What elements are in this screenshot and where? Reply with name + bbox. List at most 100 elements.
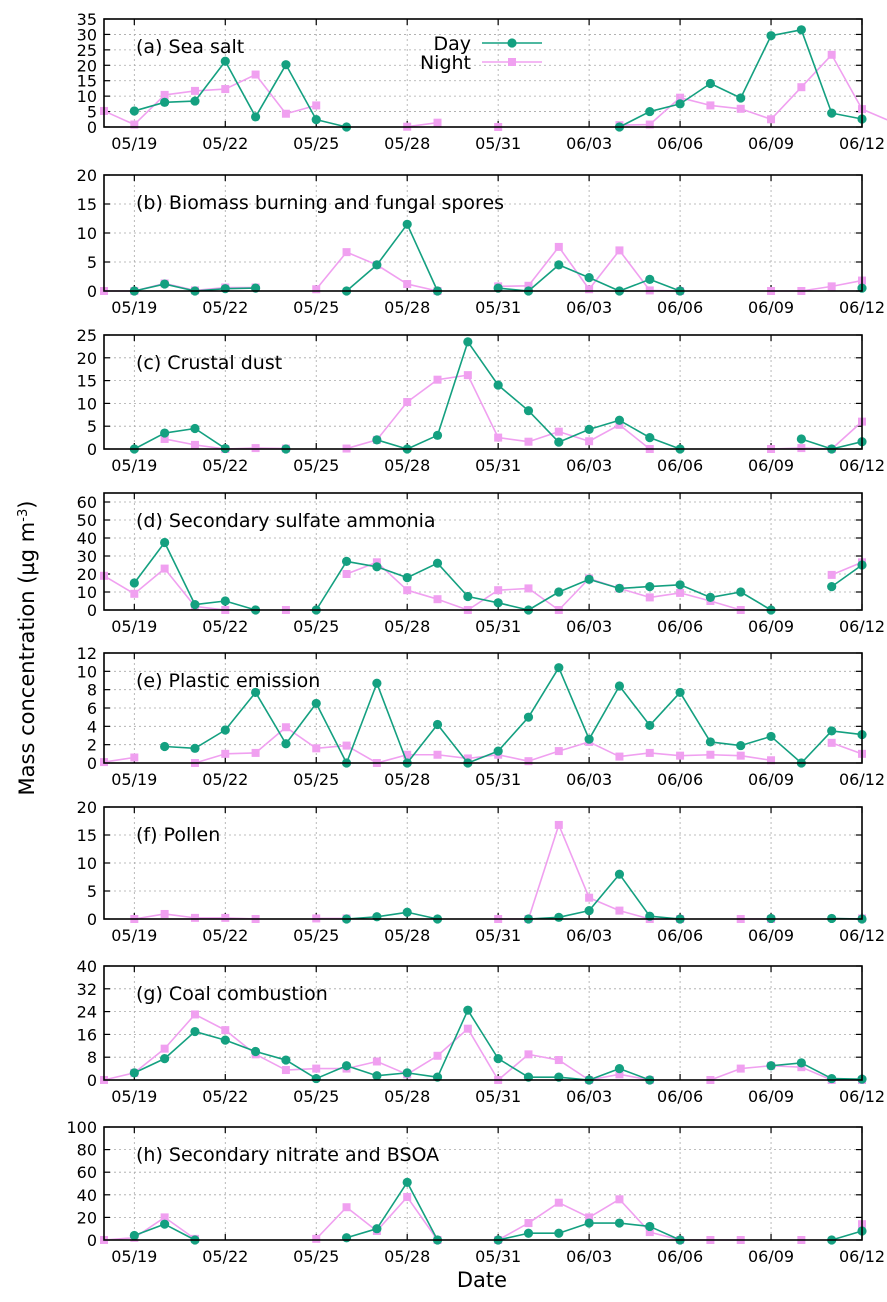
series-day <box>129 1177 867 1245</box>
data-point-night <box>130 120 139 129</box>
data-point-night <box>706 750 715 759</box>
data-point-day <box>160 279 170 289</box>
data-point-day <box>251 1046 261 1057</box>
x-tick-label: 06/06 <box>657 134 703 153</box>
y-tick-label: 15 <box>77 826 97 845</box>
legend-label-night: Night <box>420 52 471 74</box>
series-line-night <box>619 53 887 126</box>
data-point-day <box>372 562 382 572</box>
x-tick-label: 05/22 <box>202 617 248 636</box>
panel-c: 0 5 10 15 20 25 05/19 05/22 05/25 05/28 05/31 06/03… <box>77 326 885 475</box>
y-tick-label: 15 <box>77 372 97 391</box>
data-point-day <box>796 25 806 35</box>
x-tick-label: 05/22 <box>202 134 248 153</box>
data-point-day <box>705 78 716 89</box>
data-point-day <box>645 433 655 443</box>
plot-frame <box>103 965 863 1081</box>
series-day <box>341 869 867 924</box>
data-point-night <box>342 570 351 578</box>
data-point-day <box>705 737 716 747</box>
legend-marker-day <box>507 38 517 48</box>
y-tick-label: 35 <box>77 10 97 29</box>
data-point-night <box>615 906 624 915</box>
x-tick-label: 06/09 <box>748 1247 794 1266</box>
x-tick-label: 05/22 <box>202 456 248 475</box>
y-tick-label: 20 <box>77 798 97 817</box>
data-point-day <box>766 31 776 41</box>
data-point-day <box>614 1218 625 1228</box>
y-tick-label: 5 <box>87 417 97 436</box>
data-point-night <box>585 893 594 902</box>
y-tick-label: 15 <box>77 195 97 214</box>
data-point-day <box>372 678 382 688</box>
panel-title: (g) Coal combustion <box>136 983 328 1005</box>
series-night <box>100 558 866 614</box>
data-point-day <box>372 260 382 270</box>
data-point-day <box>827 1073 837 1084</box>
y-tick-label: 0 <box>87 440 97 459</box>
data-point-night <box>615 246 624 255</box>
data-point-night <box>433 1051 442 1060</box>
data-point-night <box>221 749 230 758</box>
data-point-night <box>524 281 533 290</box>
data-point-day <box>463 1005 473 1015</box>
panel-title: (f) Pollen <box>136 824 220 846</box>
y-tick-label: 10 <box>77 662 97 681</box>
data-point-night <box>767 756 776 765</box>
data-point-day <box>614 583 625 594</box>
plot-frame <box>103 652 863 764</box>
data-point-night <box>221 85 230 94</box>
data-point-night <box>554 242 563 251</box>
data-point-day <box>584 1218 594 1228</box>
series-line-day <box>831 1230 863 1241</box>
data-point-night <box>827 50 836 59</box>
data-point-day <box>402 573 412 583</box>
y-tick-label: 0 <box>87 1231 97 1250</box>
data-point-day <box>705 592 716 603</box>
series-line-night <box>346 561 741 611</box>
series-night <box>100 1193 866 1244</box>
x-tick-label: 05/25 <box>293 1087 339 1106</box>
plot-frame <box>103 18 863 128</box>
data-point-day <box>645 720 655 731</box>
data-point-day <box>584 424 594 434</box>
y-tick-label: 30 <box>77 25 97 44</box>
x-tick-label: 06/06 <box>657 770 703 789</box>
x-tick-label: 05/28 <box>384 617 430 636</box>
y-tick-label: 4 <box>87 717 97 736</box>
data-point-day <box>554 260 564 270</box>
data-point-day <box>645 1221 655 1232</box>
data-point-night <box>160 564 169 573</box>
x-tick-label: 06/12 <box>839 926 885 945</box>
x-tick-label: 06/12 <box>839 134 885 153</box>
data-point-day <box>554 437 564 447</box>
x-tick-label: 05/19 <box>111 134 157 153</box>
data-point-night <box>372 1057 381 1066</box>
data-point-day <box>129 1068 139 1078</box>
x-tick-label: 05/25 <box>293 456 339 475</box>
x-tick-label: 06/06 <box>657 1087 703 1106</box>
series-line-night <box>498 824 681 920</box>
plot-frame <box>103 492 863 611</box>
x-tick-label: 06/12 <box>839 298 885 317</box>
data-point-night <box>524 757 533 766</box>
data-point-day <box>190 423 200 434</box>
y-tick-label: 25 <box>77 326 97 345</box>
x-tick-label: 06/09 <box>748 134 794 153</box>
data-point-day <box>160 1219 170 1229</box>
data-point-night <box>645 593 654 602</box>
y-tick-label: 0 <box>87 282 97 301</box>
data-point-night <box>463 371 472 380</box>
data-point-night <box>312 285 321 294</box>
x-tick-label: 06/03 <box>566 1247 612 1266</box>
x-tick-label: 05/31 <box>475 298 521 317</box>
data-point-day <box>614 681 625 691</box>
data-point-day <box>736 587 746 597</box>
plot-frame <box>103 174 863 292</box>
x-tick-label: 06/09 <box>748 770 794 789</box>
data-point-day <box>402 1068 412 1078</box>
data-point-night <box>403 1193 412 1202</box>
data-point-night <box>554 1056 563 1065</box>
